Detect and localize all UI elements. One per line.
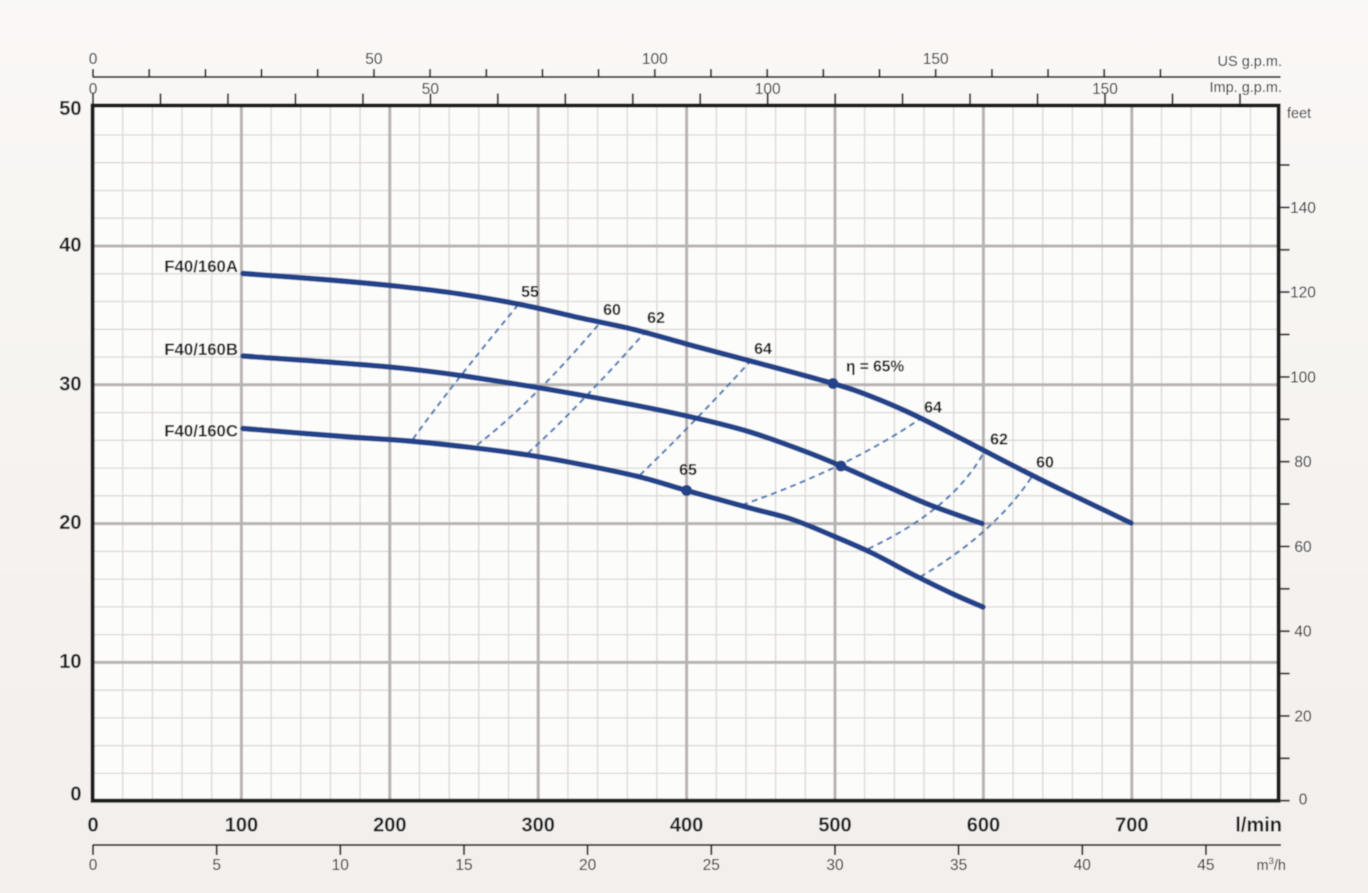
svg-text:150: 150 [1092,81,1118,98]
svg-text:40: 40 [1074,857,1092,874]
svg-text:40: 40 [59,235,81,257]
svg-text:500: 500 [818,815,851,837]
svg-text:60: 60 [603,302,621,319]
svg-text:60: 60 [1294,539,1312,556]
svg-text:20: 20 [579,857,597,874]
svg-text:64: 64 [924,400,942,417]
svg-text:300: 300 [522,815,555,837]
svg-text:65: 65 [679,462,697,479]
svg-text:0: 0 [89,857,98,874]
svg-text:50: 50 [365,51,383,68]
svg-text:η = 65%: η = 65% [846,359,904,376]
svg-text:62: 62 [647,310,665,327]
svg-text:F40/160B: F40/160B [164,340,238,359]
svg-text:20: 20 [59,512,81,534]
svg-text:0: 0 [89,51,98,68]
svg-text:400: 400 [670,815,703,837]
svg-text:600: 600 [967,815,1000,837]
svg-text:25: 25 [703,857,720,874]
svg-text:US g.p.m.: US g.p.m. [1218,54,1282,70]
svg-text:30: 30 [826,857,844,874]
svg-text:20: 20 [1294,708,1312,725]
svg-text:0: 0 [89,81,98,98]
svg-text:140: 140 [1290,200,1316,217]
svg-text:55: 55 [521,284,539,301]
svg-text:Imp. g.p.m.: Imp. g.p.m. [1209,80,1282,96]
svg-text:100: 100 [1290,369,1316,386]
svg-text:64: 64 [754,341,772,358]
svg-text:120: 120 [1290,285,1316,302]
svg-text:150: 150 [923,51,949,68]
svg-text:0: 0 [70,784,81,806]
svg-text:F40/160A: F40/160A [164,257,238,276]
svg-text:l/min: l/min [1235,815,1282,837]
svg-text:feet: feet [1287,106,1311,122]
svg-text:10: 10 [59,651,81,673]
svg-text:15: 15 [455,857,472,874]
svg-text:5: 5 [212,857,221,874]
svg-text:0: 0 [1299,792,1308,809]
svg-text:0: 0 [87,815,98,837]
svg-text:50: 50 [422,81,440,98]
svg-text:F40/160C: F40/160C [164,422,238,441]
svg-text:80: 80 [1294,454,1312,471]
svg-text:30: 30 [59,373,81,395]
svg-text:200: 200 [373,815,406,837]
svg-text:35: 35 [950,857,967,874]
svg-text:62: 62 [990,432,1008,449]
svg-text:10: 10 [332,857,350,874]
svg-text:100: 100 [755,81,781,98]
svg-text:100: 100 [642,51,668,68]
svg-text:100: 100 [225,815,258,837]
svg-text:m3/h: m3/h [1257,856,1286,874]
svg-text:45: 45 [1197,857,1214,874]
svg-text:50: 50 [59,98,81,120]
svg-text:40: 40 [1294,624,1312,641]
svg-text:60: 60 [1036,455,1054,472]
svg-text:700: 700 [1115,815,1148,837]
